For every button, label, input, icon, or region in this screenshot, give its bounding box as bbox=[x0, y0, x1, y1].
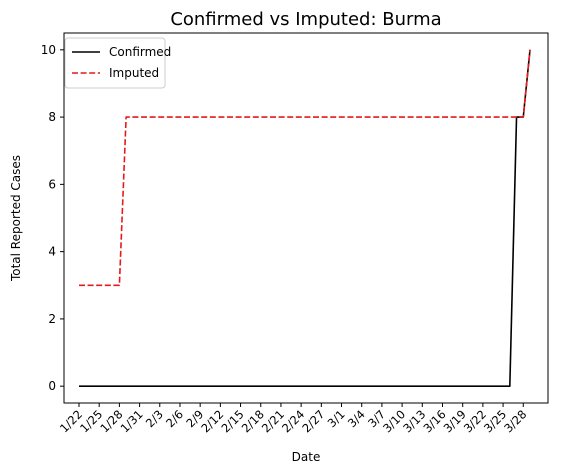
y-tick-label: 6 bbox=[48, 177, 56, 191]
y-axis-label: Total Reported Cases bbox=[9, 155, 23, 282]
x-tick-label: 3/28 bbox=[501, 407, 529, 435]
x-tick-label: 2/6 bbox=[163, 407, 186, 430]
y-tick-label: 10 bbox=[41, 43, 56, 57]
axes: 02468101/221/251/281/312/32/62/92/122/15… bbox=[41, 43, 530, 436]
x-tick-label: 3/1 bbox=[325, 407, 348, 430]
legend-label-imputed: Imputed bbox=[109, 66, 159, 80]
y-tick-label: 4 bbox=[48, 245, 56, 259]
legend-label-confirmed: Confirmed bbox=[109, 45, 171, 59]
x-tick-label: 2/3 bbox=[143, 407, 166, 430]
x-tick-label: 1/31 bbox=[118, 407, 146, 435]
y-tick-label: 0 bbox=[48, 379, 56, 393]
series-line-imputed bbox=[79, 49, 531, 287]
y-tick-label: 8 bbox=[48, 110, 56, 124]
plot-area bbox=[79, 49, 531, 387]
chart-title: Confirmed vs Imputed: Burma bbox=[170, 9, 441, 30]
legend: Confirmed Imputed bbox=[64, 37, 171, 89]
series-line-confirmed bbox=[79, 49, 531, 387]
legend-box bbox=[64, 37, 166, 89]
axes-frame bbox=[63, 32, 549, 404]
x-axis-label: Date bbox=[292, 450, 321, 464]
x-tick-label: 2/27 bbox=[299, 407, 327, 435]
y-tick-label: 2 bbox=[48, 312, 56, 326]
x-tick-label: 3/4 bbox=[345, 407, 368, 430]
